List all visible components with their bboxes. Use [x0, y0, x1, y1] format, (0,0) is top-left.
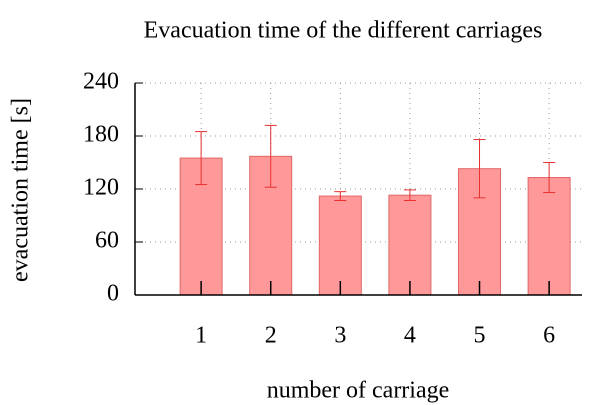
y-tick-label: 60	[95, 228, 119, 254]
x-tick-label: 5	[474, 323, 486, 349]
x-tick-label: 2	[265, 323, 277, 349]
bar	[318, 195, 362, 296]
error-bar	[195, 131, 208, 186]
error-bar	[543, 162, 556, 194]
y-tick-label: 120	[83, 175, 119, 201]
x-tick-label: 3	[334, 323, 346, 349]
y-tick-label: 180	[83, 122, 119, 148]
y-tick-label: 240	[83, 69, 119, 95]
y-axis-label: evacuation time [s]	[8, 98, 34, 282]
error-bar	[473, 139, 486, 199]
error-bar	[403, 189, 416, 201]
bar	[388, 194, 432, 296]
x-tick-label: 6	[543, 323, 555, 349]
chart-title: Evacuation time of the different carriag…	[144, 18, 543, 44]
x-axis-label: number of carriage	[267, 378, 450, 404]
y-tick-label: 0	[107, 281, 119, 307]
bar	[527, 177, 571, 296]
error-bar	[334, 191, 347, 201]
x-tick-label: 4	[404, 323, 416, 349]
error-bar	[264, 124, 277, 188]
x-tick-label: 1	[195, 323, 207, 349]
